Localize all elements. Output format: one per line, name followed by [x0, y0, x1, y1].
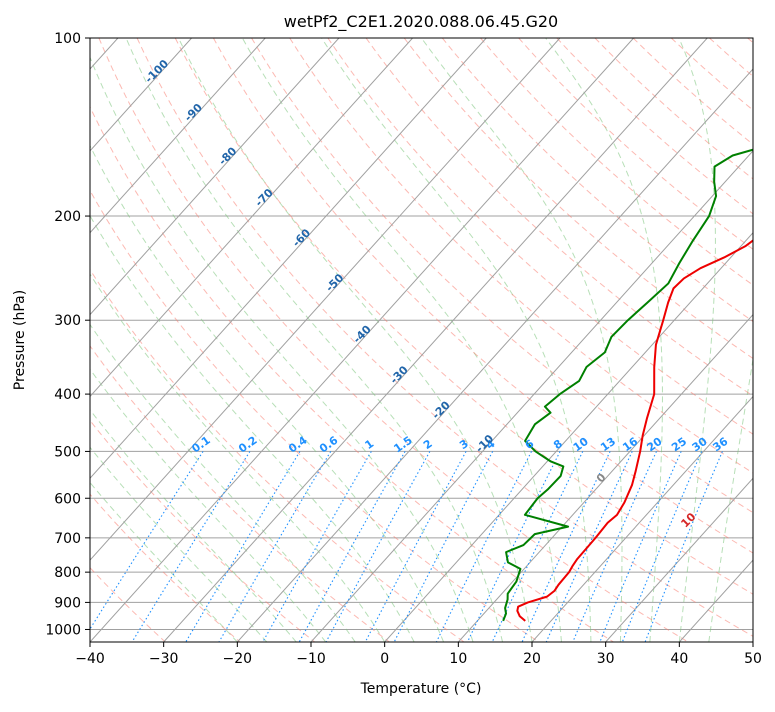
y-tick-label: 1000: [45, 622, 81, 638]
dry-adiabat-line: [441, 38, 753, 323]
mixing-ratio-line: [467, 451, 561, 642]
x-tick-label: 30: [597, 651, 615, 667]
moist-adiabat-line: [90, 409, 297, 642]
isotherm-line: [236, 68, 753, 642]
dry-adiabat-line: [90, 419, 315, 642]
y-tick-label: 400: [54, 387, 81, 403]
y-tick-label: 700: [54, 531, 81, 547]
dewpoint-profile-line: [502, 148, 753, 622]
isotherm-line: [90, 38, 561, 561]
y-tick-label: 200: [54, 209, 81, 225]
moist-adiabat-line: [90, 273, 386, 642]
dry-adiabat-line: [251, 38, 753, 514]
moist-adiabat-line: [178, 38, 533, 642]
dry-adiabat-line: [327, 38, 753, 435]
dry-adiabat-line: [98, 38, 689, 642]
moist-adiabat-line: [125, 38, 504, 642]
dry-adiabat-line: [90, 345, 390, 642]
y-tick-label: 300: [54, 313, 81, 329]
plot-area: 0.1 0.2 0.4 0.6 1 1.5 2 3 4 6 8 10 13 16 20 25 30 36-100-…: [90, 38, 753, 642]
x-tick-label: 20: [523, 651, 541, 667]
dry-adiabat-line: [289, 38, 753, 474]
x-tick-label: −20: [223, 651, 253, 667]
x-tick-label: 50: [744, 651, 762, 667]
mixing-ratio-line: [364, 451, 467, 642]
mixing-ratio-line: [131, 451, 251, 642]
isotherm-line: [90, 38, 340, 316]
y-tick-label: 900: [54, 595, 81, 611]
moist-adiabat-line: [678, 38, 716, 642]
isotherm-line: [310, 150, 753, 642]
mixing-ratio-line: [185, 451, 301, 642]
y-tick-label: 800: [54, 565, 81, 581]
dry-adiabats: [90, 38, 753, 642]
isotherm-line: [90, 38, 413, 398]
x-tick-label: 10: [449, 651, 467, 667]
isotherm-line: [90, 38, 634, 642]
dry-adiabat-line: [518, 38, 753, 250]
x-tick-label: −40: [75, 651, 105, 667]
dry-adiabat-line: [212, 38, 753, 554]
moist-adiabat-line: [90, 323, 356, 642]
dry-adiabat-line: [174, 38, 753, 595]
mixing-ratio-line: [572, 451, 657, 642]
mixing-ratio-line: [325, 451, 431, 642]
profile-lines: [502, 148, 753, 622]
isotherm-line: [90, 38, 487, 480]
moist-adiabat-line: [545, 38, 663, 642]
mixing-ratio-line: [599, 451, 682, 642]
moist-adiabats: [90, 38, 753, 642]
y-tick-label: 500: [54, 444, 81, 460]
moist-adiabat-line: [90, 446, 268, 642]
x-tick-label: −10: [296, 651, 326, 667]
isotherm-line: [531, 395, 753, 642]
moist-adiabat-line: [241, 38, 562, 642]
x-axis-label: Temperature (°C): [360, 681, 482, 697]
mixing-ratio-line: [621, 451, 703, 642]
dry-adiabat-line: [90, 105, 614, 642]
plot-frame: [89, 37, 754, 643]
moist-adiabat-line: [90, 481, 238, 642]
y-tick-label: 600: [54, 491, 81, 507]
isotherm-line: [163, 38, 708, 642]
dry-adiabat-line: [136, 38, 753, 637]
moist-adiabat-line: [90, 56, 474, 642]
dry-adiabat-line: [90, 268, 465, 642]
moist-adiabat-line: [708, 356, 753, 642]
axes: −40 −30 −20 −10 0 10 20 30 40 50 1000 900 800 700 600 5…: [45, 31, 762, 667]
isotherms: [90, 38, 753, 642]
isotherm-line: [90, 38, 266, 234]
dry-adiabat-line: [403, 38, 753, 360]
mixing-ratio-line: [218, 451, 332, 642]
temperature-profile-line: [516, 239, 753, 622]
mixing-ratio-line: [521, 451, 611, 642]
moist-adiabat-line: [420, 38, 623, 642]
dry-adiabat-line: [632, 38, 753, 145]
isotherm-line: [90, 38, 192, 152]
x-tick-label: 40: [670, 651, 688, 667]
mixing-ratio-line: [491, 451, 584, 642]
dry-adiabat-line: [365, 38, 753, 397]
mixing-ratio-line: [262, 451, 372, 642]
y-tick-label: 100: [54, 31, 81, 47]
moist-adiabat-line: [90, 368, 327, 642]
isotherm-line: [605, 477, 753, 642]
dry-adiabat-line: [556, 38, 753, 215]
mixing-ratio-line: [90, 451, 204, 630]
y-axis-label: Pressure (hPa): [12, 290, 28, 390]
chart-title: wetPf2_C2E1.2020.088.06.45.G20: [284, 12, 558, 32]
x-tick-label: 0: [380, 651, 389, 667]
x-tick-label: −30: [149, 651, 179, 667]
mixing-ratio-line: [298, 451, 406, 642]
moist-adiabat-line: [90, 144, 445, 642]
moist-adiabat-line: [321, 38, 592, 642]
isotherm-line: [457, 313, 753, 642]
